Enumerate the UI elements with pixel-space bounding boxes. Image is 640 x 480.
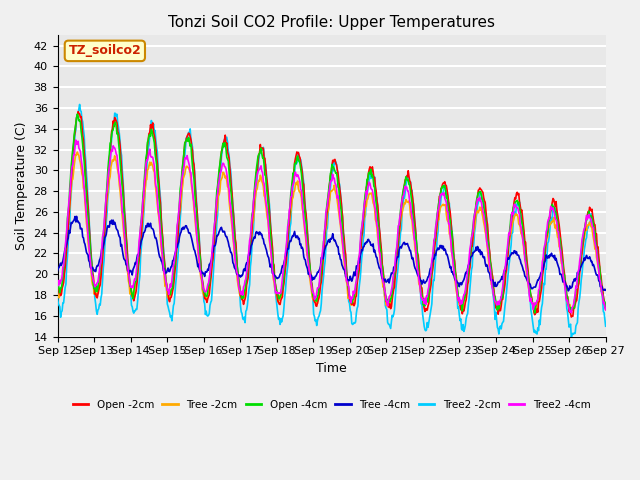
Title: Tonzi Soil CO2 Profile: Upper Temperatures: Tonzi Soil CO2 Profile: Upper Temperatur…: [168, 15, 495, 30]
Legend: Open -2cm, Tree -2cm, Open -4cm, Tree -4cm, Tree2 -2cm, Tree2 -4cm: Open -2cm, Tree -2cm, Open -4cm, Tree -4…: [68, 396, 595, 414]
X-axis label: Time: Time: [316, 362, 347, 375]
Text: TZ_soilco2: TZ_soilco2: [68, 44, 141, 58]
Y-axis label: Soil Temperature (C): Soil Temperature (C): [15, 122, 28, 250]
